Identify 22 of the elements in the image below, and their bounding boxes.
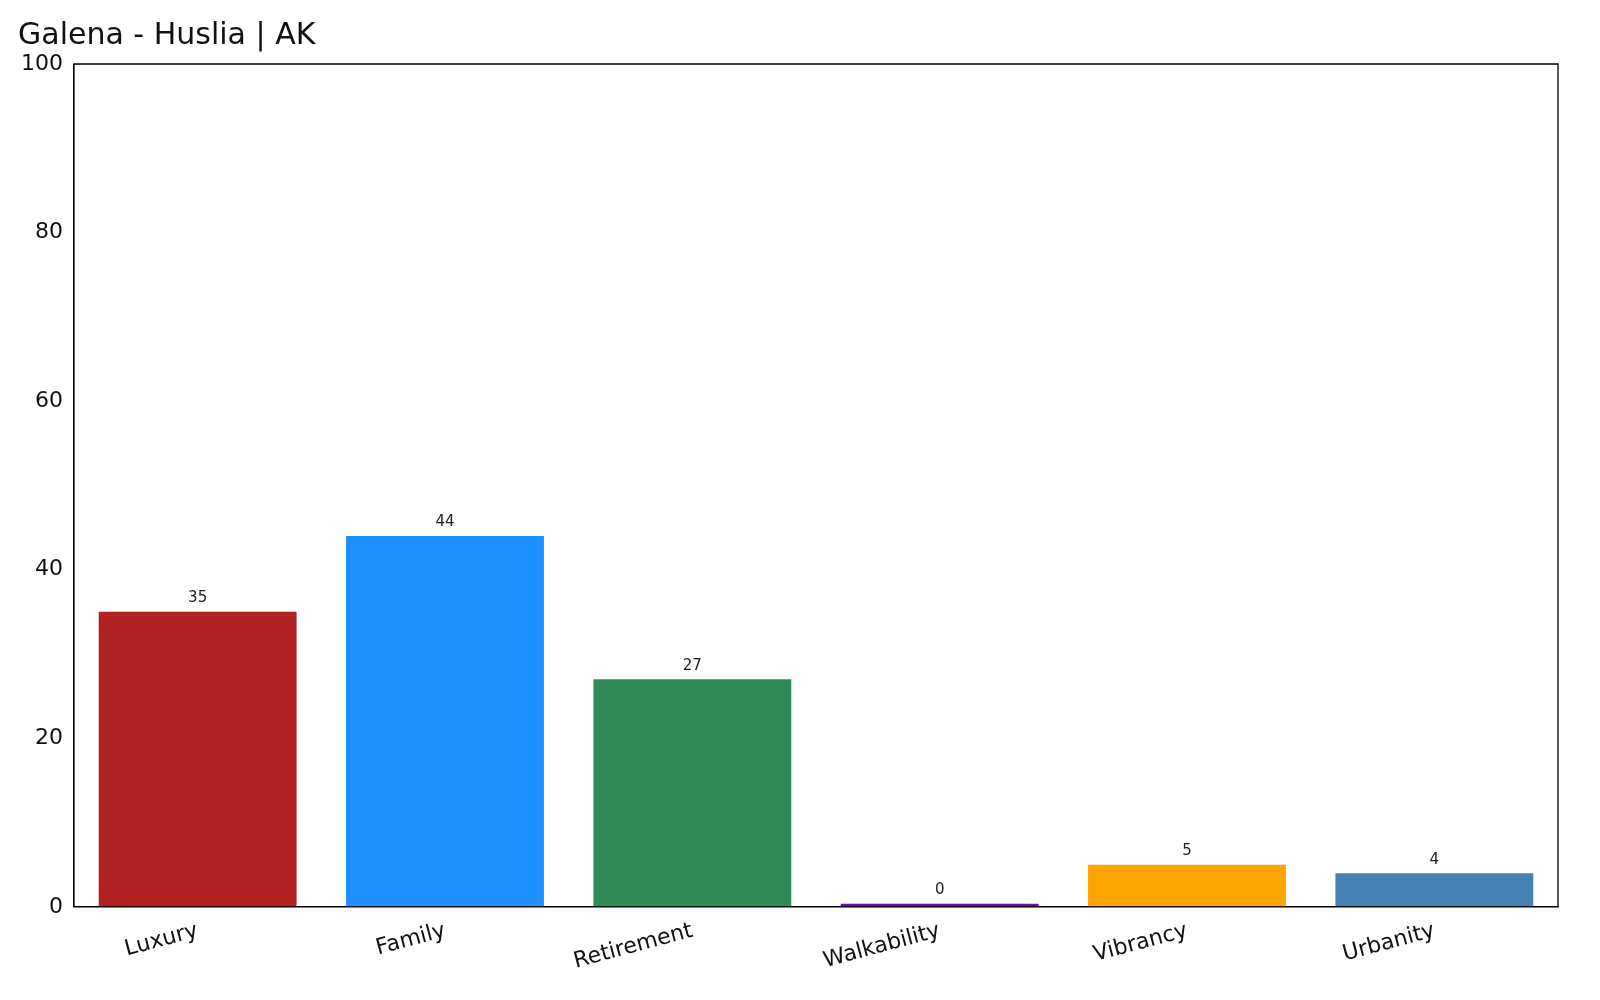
- data-label: 35: [188, 588, 208, 607]
- y-tick-label: 80: [34, 218, 63, 244]
- y-tick-label: 60: [34, 386, 63, 412]
- data-label: 5: [1182, 841, 1192, 860]
- x-tick-label: Luxury: [121, 916, 201, 961]
- y-tick-label: 40: [34, 555, 63, 581]
- data-label: 44: [435, 512, 455, 531]
- y-tick-label: 100: [20, 49, 63, 75]
- bar: [1335, 873, 1534, 907]
- data-label: 0: [934, 880, 945, 899]
- x-tick-label: Family: [372, 916, 448, 960]
- y-tick-label: 0: [48, 892, 63, 918]
- bar: [593, 679, 792, 907]
- x-tick-label: Urbanity: [1339, 916, 1438, 966]
- chart-title: Galena - Huslia | AK: [18, 15, 317, 52]
- data-label: 27: [682, 655, 702, 674]
- bar: [346, 536, 544, 907]
- bar: [98, 611, 297, 907]
- bar: [1088, 864, 1286, 907]
- y-tick-label: 20: [34, 724, 63, 750]
- x-tick-label: Vibrancy: [1090, 916, 1190, 966]
- data-label: 4: [1429, 849, 1440, 868]
